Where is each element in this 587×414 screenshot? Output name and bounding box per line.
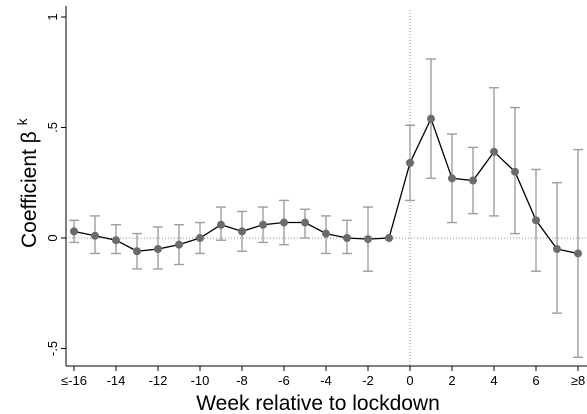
data-point <box>322 229 330 238</box>
x-tick-label: -2 <box>362 373 374 388</box>
data-point <box>133 247 141 256</box>
data-point <box>469 176 477 185</box>
x-tick-label: 6 <box>532 373 539 388</box>
data-point <box>259 220 267 229</box>
x-tick-label: 4 <box>490 373 497 388</box>
data-point <box>154 245 162 254</box>
data-point <box>385 234 393 242</box>
data-point <box>343 234 351 242</box>
data-point <box>406 158 414 167</box>
x-tick-label: -14 <box>107 373 126 388</box>
data-point <box>217 220 225 229</box>
data-point <box>364 235 372 244</box>
data-point <box>448 174 456 183</box>
x-tick-label: 2 <box>448 373 455 388</box>
x-tick-label: ≥8 <box>571 373 585 388</box>
plot-layer <box>66 10 587 366</box>
y-tick-label: -.5 <box>45 341 60 356</box>
data-point <box>91 231 99 240</box>
data-point <box>196 234 204 242</box>
x-tick-label: 0 <box>406 373 413 388</box>
data-point <box>175 240 183 249</box>
data-point <box>553 245 561 254</box>
data-point <box>532 216 540 225</box>
data-point <box>427 114 435 123</box>
data-point <box>511 167 519 176</box>
data-point <box>280 218 288 227</box>
y-tick-label: 1 <box>45 13 60 20</box>
x-tick-label: -6 <box>278 373 290 388</box>
data-point <box>238 227 246 236</box>
x-tick-label: -8 <box>236 373 248 388</box>
y-axis-title-superscript: k <box>14 117 30 125</box>
x-axis-title: Week relative to lockdown <box>196 392 440 414</box>
x-tick-label: -12 <box>149 373 168 388</box>
x-tick-label: ≤-16 <box>61 373 87 388</box>
y-tick-label: .5 <box>45 122 60 133</box>
x-tick-label: -10 <box>191 373 210 388</box>
data-point <box>301 218 309 227</box>
y-axis-title-main: Coefficient β <box>18 131 41 248</box>
x-tick-label: -4 <box>320 373 332 388</box>
data-point <box>70 227 78 236</box>
data-point <box>112 236 120 245</box>
data-point <box>490 147 498 156</box>
y-tick-label: 0 <box>45 234 60 241</box>
y-axis-title: Coefficient β k <box>14 117 41 248</box>
data-point <box>574 249 582 258</box>
axis-layer: -.5 0 .5 1 ≤-16 -14 -12 -10 -8 -6 -4 -2 0 2 4 6 ≥8 <box>45 6 587 388</box>
